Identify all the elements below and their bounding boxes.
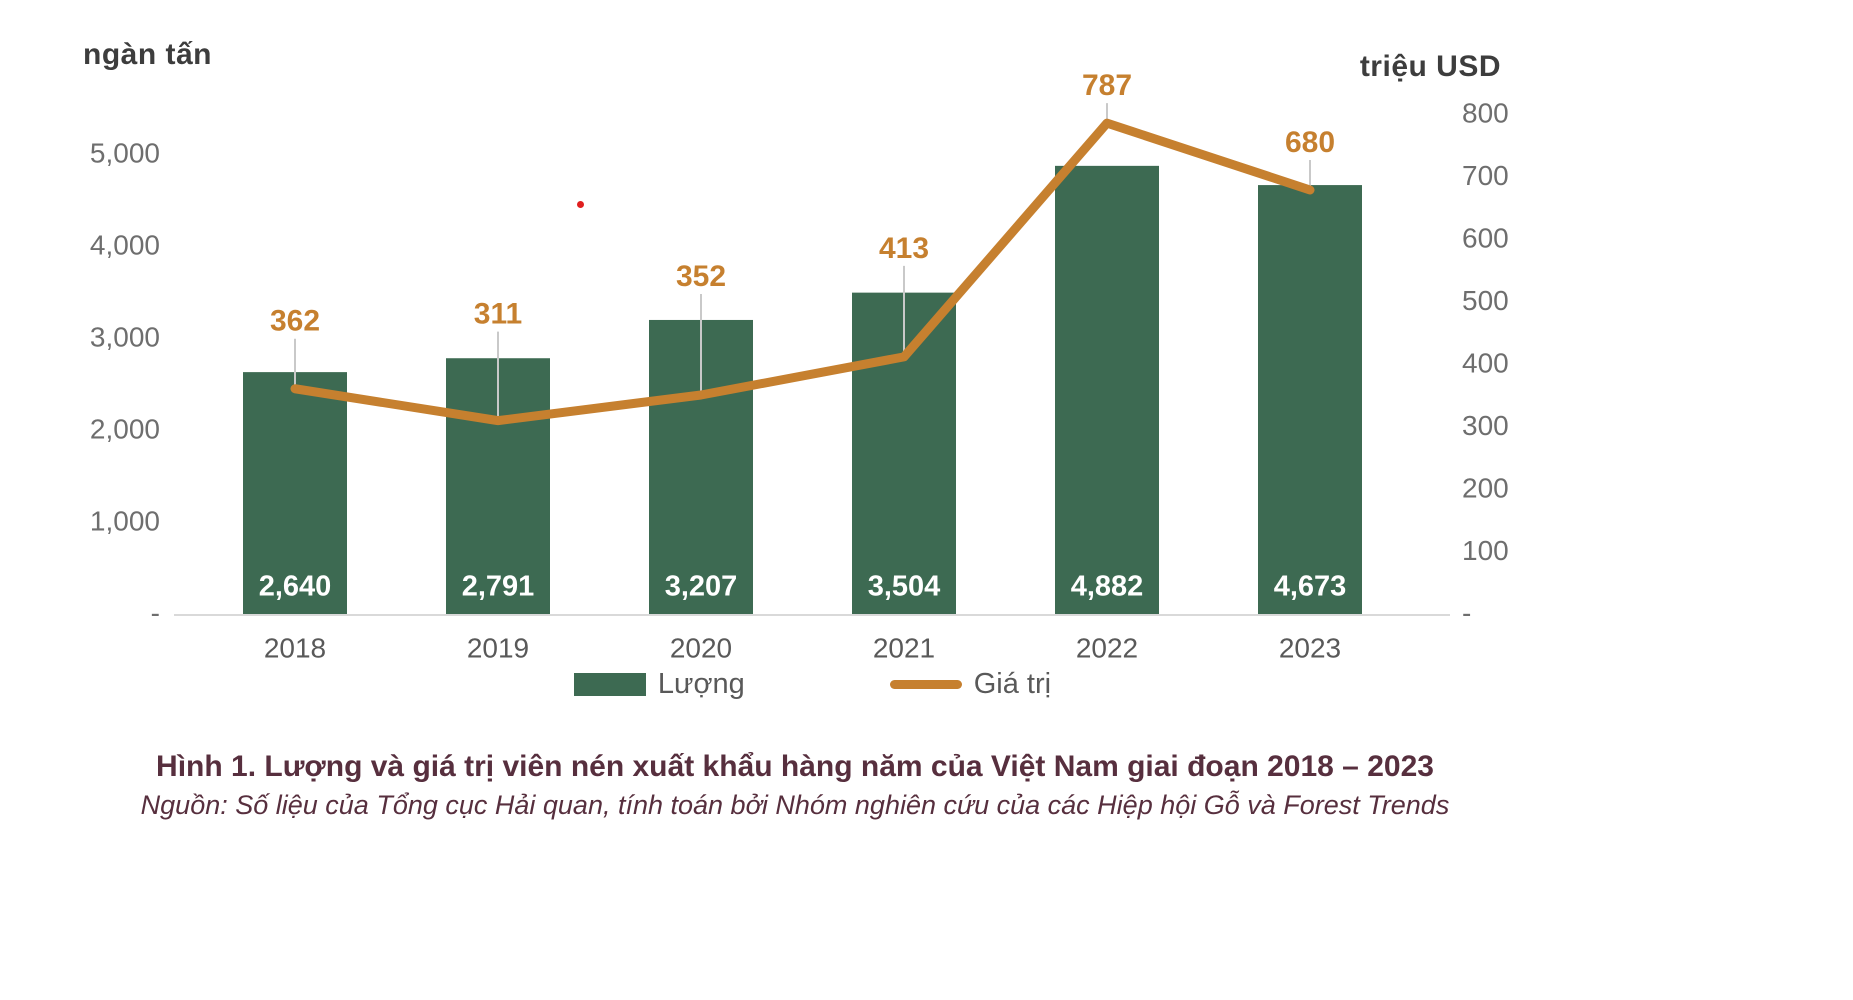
right-axis-tick: 300 bbox=[1462, 410, 1509, 441]
legend-bar-swatch bbox=[573, 673, 646, 696]
line-value-label: 362 bbox=[270, 305, 320, 338]
bar-value-label: 2,640 bbox=[259, 571, 332, 603]
value-line bbox=[290, 118, 1315, 426]
right-axis-tick: - bbox=[1462, 597, 1471, 628]
line-value-label: 413 bbox=[879, 232, 929, 265]
right-axis-title: triệu USD bbox=[1359, 50, 1501, 83]
left-axis-title: ngàn tấn bbox=[83, 38, 212, 71]
bar-value-label: 2,791 bbox=[462, 571, 535, 603]
line-value-label: 680 bbox=[1285, 126, 1335, 159]
right-axis-tick: 100 bbox=[1462, 535, 1509, 566]
combo-chart: 5,000 4,000 3,000 2,000 1,000 - 800 700 600 500 40… bbox=[90, 69, 1509, 663]
line-value-label: 352 bbox=[676, 260, 726, 293]
x-axis-label: 2019 bbox=[467, 632, 529, 663]
line-value-label: 311 bbox=[474, 298, 522, 331]
right-axis-tick: 400 bbox=[1462, 347, 1509, 378]
x-axis-label: 2020 bbox=[670, 632, 732, 663]
bar-value-label: 4,882 bbox=[1071, 571, 1144, 603]
legend-label-giatri: Giá trị bbox=[973, 668, 1052, 700]
legend-line-swatch bbox=[889, 680, 962, 689]
left-axis-tick: - bbox=[151, 597, 160, 628]
bar-2018 bbox=[243, 372, 347, 615]
left-axis-tick: 2,000 bbox=[90, 413, 160, 444]
left-axis-tick: 5,000 bbox=[90, 137, 160, 168]
right-axis-tick: 600 bbox=[1462, 222, 1509, 253]
x-axis-label: 2021 bbox=[873, 632, 935, 663]
x-axis-label: 2022 bbox=[1076, 632, 1138, 663]
bar-value-label: 3,504 bbox=[868, 571, 941, 603]
legend: Lượng Giá trị bbox=[180, 668, 1445, 701]
legend-label-luong: Lượng bbox=[657, 668, 745, 700]
figure-source: Nguồn: Số liệu của Tổng cục Hải quan, tí… bbox=[140, 790, 1450, 820]
legend-item-luong: Lượng bbox=[573, 668, 745, 701]
right-axis-tick: 700 bbox=[1462, 160, 1509, 191]
bar-value-label: 4,673 bbox=[1274, 571, 1347, 603]
legend-item-giatri: Giá trị bbox=[889, 668, 1052, 701]
left-axis-tick: 1,000 bbox=[90, 505, 160, 536]
figure-title: Hình 1. Lượng và giá trị viên nén xuất k… bbox=[156, 750, 1434, 783]
left-axis-tick: 3,000 bbox=[90, 321, 160, 352]
x-axis-label: 2018 bbox=[264, 632, 326, 663]
left-axis-tick: 4,000 bbox=[90, 229, 160, 260]
bar-2023 bbox=[1258, 185, 1362, 616]
bar-2022 bbox=[1055, 165, 1159, 615]
line-value-label: 787 bbox=[1082, 69, 1132, 102]
x-axis-label: 2023 bbox=[1279, 632, 1341, 663]
right-axis-tick: 500 bbox=[1462, 285, 1509, 316]
right-axis-tick: 800 bbox=[1462, 97, 1509, 128]
bar-value-label: 3,207 bbox=[665, 571, 738, 603]
right-axis-tick: 200 bbox=[1462, 472, 1509, 503]
red-dot-artifact bbox=[577, 201, 584, 208]
